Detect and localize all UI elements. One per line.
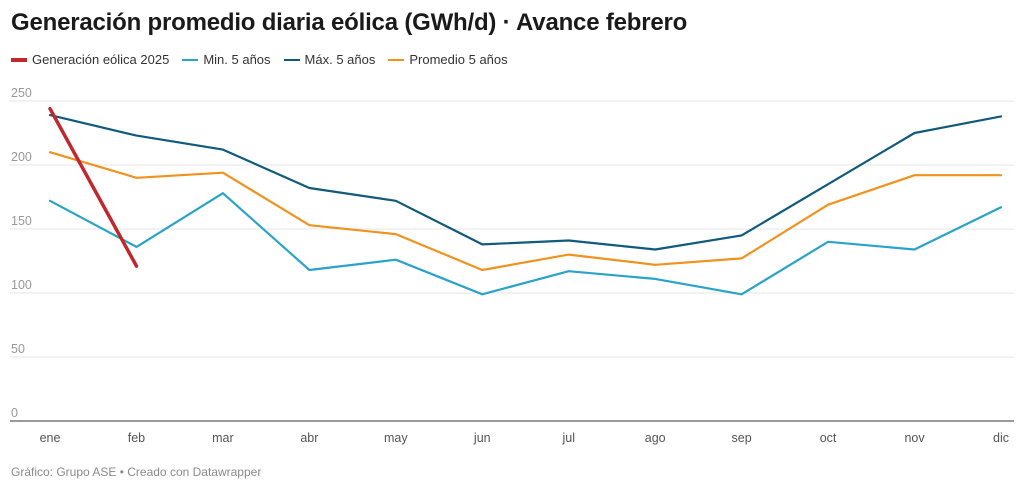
- x-tick-label-oct: oct: [820, 431, 837, 445]
- legend: Generación eólica 2025 Min. 5 años Máx. …: [11, 52, 521, 67]
- series-line-generaci-n-e-lica-2025: [48, 106, 139, 268]
- legend-label-max: Máx. 5 años: [304, 52, 376, 67]
- legend-label-2025: Generación eólica 2025: [32, 52, 170, 67]
- y-tick-label-50: 50: [11, 342, 25, 356]
- y-tick-label-100: 100: [11, 278, 32, 292]
- y-tick-label-0: 0: [11, 406, 18, 420]
- legend-swatch-min: [182, 58, 199, 61]
- legend-swatch-max: [283, 58, 300, 61]
- legend-label-avg: Promedio 5 años: [409, 52, 508, 67]
- x-tick-label-ene: ene: [40, 431, 61, 445]
- x-tick-label-nov: nov: [904, 431, 925, 445]
- legend-swatch-avg: [388, 58, 405, 61]
- legend-item-min: Min. 5 años: [182, 52, 271, 67]
- legend-label-min: Min. 5 años: [203, 52, 271, 67]
- series-line-promedio-5-a-os: [48, 151, 1003, 272]
- x-tick-label-jun: jun: [473, 431, 491, 445]
- series-line-min-5-a-os: [48, 192, 1003, 296]
- x-tick-label-dic: dic: [993, 431, 1009, 445]
- x-tick-label-abr: abr: [300, 431, 318, 445]
- x-tick-label-sep: sep: [732, 431, 752, 445]
- legend-item-avg: Promedio 5 años: [388, 52, 508, 67]
- legend-swatch-2025: [11, 57, 27, 62]
- x-tick-label-mar: mar: [212, 431, 234, 445]
- series-line-m-x-5-a-os: [48, 113, 1003, 251]
- footer-credit: Gráfico: Grupo ASE • Creado con Datawrap…: [11, 465, 262, 479]
- y-tick-label-250: 250: [11, 86, 32, 100]
- x-tick-label-feb: feb: [128, 431, 145, 445]
- x-tick-label-may: may: [384, 431, 408, 445]
- y-tick-label-150: 150: [11, 214, 32, 228]
- y-tick-label-200: 200: [11, 150, 32, 164]
- x-tick-label-ago: ago: [645, 431, 666, 445]
- chart-title: Generación promedio diaria eólica (GWh/d…: [11, 9, 688, 36]
- x-tick-label-jul: jul: [561, 431, 575, 445]
- legend-item-max: Máx. 5 años: [283, 52, 376, 67]
- legend-item-2025: Generación eólica 2025: [11, 52, 169, 67]
